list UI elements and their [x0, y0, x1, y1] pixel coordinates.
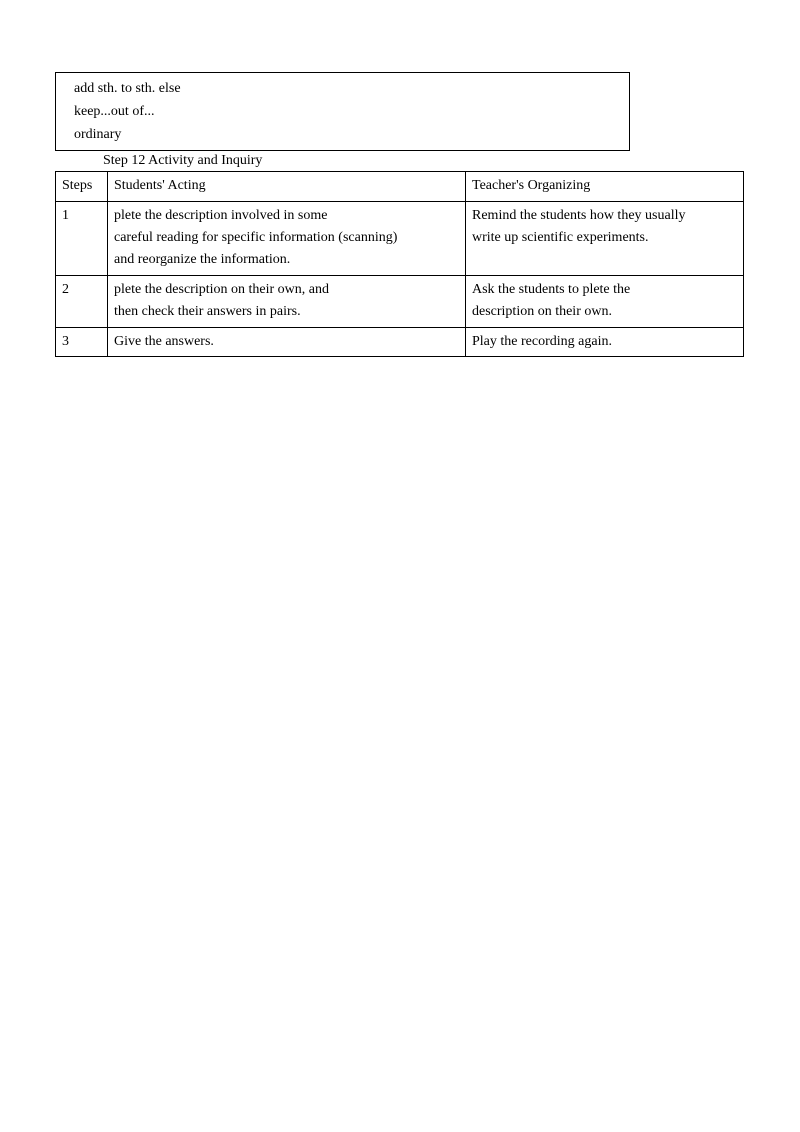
- table-row: 1 plete the description involved in some…: [56, 201, 744, 275]
- inquiry-table: Steps Students' Acting Teacher's Organiz…: [55, 171, 744, 357]
- col-header-steps: Steps: [56, 172, 108, 201]
- step-number: 3: [56, 327, 108, 356]
- students-cell: plete the description involved in some c…: [108, 201, 466, 275]
- table-header-row: Steps Students' Acting Teacher's Organiz…: [56, 172, 744, 201]
- table-row: 2 plete the description on their own, an…: [56, 275, 744, 327]
- col-header-teacher: Teacher's Organizing: [466, 172, 744, 201]
- cell-line: write up scientific experiments.: [472, 227, 739, 249]
- cell-line: plete the description on their own, and: [114, 279, 461, 301]
- cell-line: then check their answers in pairs.: [114, 301, 461, 323]
- teacher-cell: Ask the students to plete the descriptio…: [466, 275, 744, 327]
- students-cell: Give the answers.: [108, 327, 466, 356]
- cell-line: plete the description involved in some: [114, 205, 461, 227]
- step-title: Step 12 Activity and Inquiry: [103, 153, 745, 169]
- step-number: 1: [56, 201, 108, 275]
- cell-line: Give the answers.: [114, 331, 461, 353]
- cell-line: Ask the students to plete the: [472, 279, 739, 301]
- vocab-box: add sth. to sth. else keep...out of... o…: [55, 72, 630, 151]
- vocab-line: add sth. to sth. else: [74, 77, 629, 100]
- students-cell: plete the description on their own, and …: [108, 275, 466, 327]
- col-header-students: Students' Acting: [108, 172, 466, 201]
- step-number: 2: [56, 275, 108, 327]
- teacher-cell: Remind the students how they usually wri…: [466, 201, 744, 275]
- vocab-line: ordinary: [74, 123, 629, 146]
- cell-line: and reorganize the information.: [114, 249, 461, 271]
- table-row: 3 Give the answers. Play the recording a…: [56, 327, 744, 356]
- vocab-line: keep...out of...: [74, 100, 629, 123]
- cell-line: description on their own.: [472, 301, 739, 323]
- cell-line: Play the recording again.: [472, 331, 739, 353]
- teacher-cell: Play the recording again.: [466, 327, 744, 356]
- cell-line: careful reading for specific information…: [114, 227, 461, 249]
- cell-line: Remind the students how they usually: [472, 205, 739, 227]
